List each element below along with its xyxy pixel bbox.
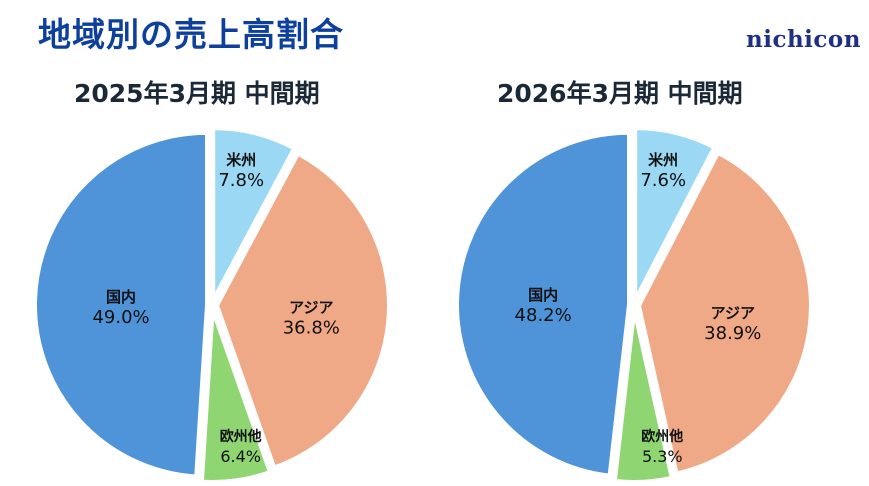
slice-percent-label: 38.9% xyxy=(704,323,761,344)
pie-slice-europe xyxy=(199,309,273,484)
pie-slice-americas xyxy=(211,126,297,302)
chart-title-2025: 2025年3月期 中間期 xyxy=(74,79,320,108)
pie-slice-americas xyxy=(633,126,717,302)
page-title: 地域別の売上高割合 xyxy=(38,15,344,54)
slice-percent-label: 5.3% xyxy=(642,447,683,466)
nichicon-logo: nichicon xyxy=(746,26,861,53)
slice-category-label: 国内 xyxy=(106,288,136,306)
slice-category-label: アジア xyxy=(711,304,755,322)
slice-percent-label: 48.2% xyxy=(515,305,572,326)
pie-slice-domestic xyxy=(455,130,632,478)
slice-percent-label: 7.6% xyxy=(640,170,686,191)
pie-slice-domestic xyxy=(32,130,210,479)
pie-slice-europe xyxy=(612,309,675,484)
slice-percent-label: 36.8% xyxy=(283,318,340,339)
slice-category-label: 欧州他 xyxy=(641,428,683,445)
slice-category-label: 国内 xyxy=(528,286,558,304)
pie-slice-asia xyxy=(214,150,391,471)
slice-percent-label: 7.8% xyxy=(218,170,264,191)
slice-category-label: 米州 xyxy=(648,151,678,169)
slice-percent-label: 6.4% xyxy=(220,447,261,466)
slice-category-label: 欧州他 xyxy=(220,428,262,445)
slice-percent-label: 49.0% xyxy=(92,307,149,328)
chart-title-2026: 2026年3月期 中間期 xyxy=(497,79,743,108)
pie-slice-asia xyxy=(636,150,813,476)
slice-category-label: 米州 xyxy=(226,151,256,169)
slice-category-label: アジア xyxy=(289,299,333,317)
